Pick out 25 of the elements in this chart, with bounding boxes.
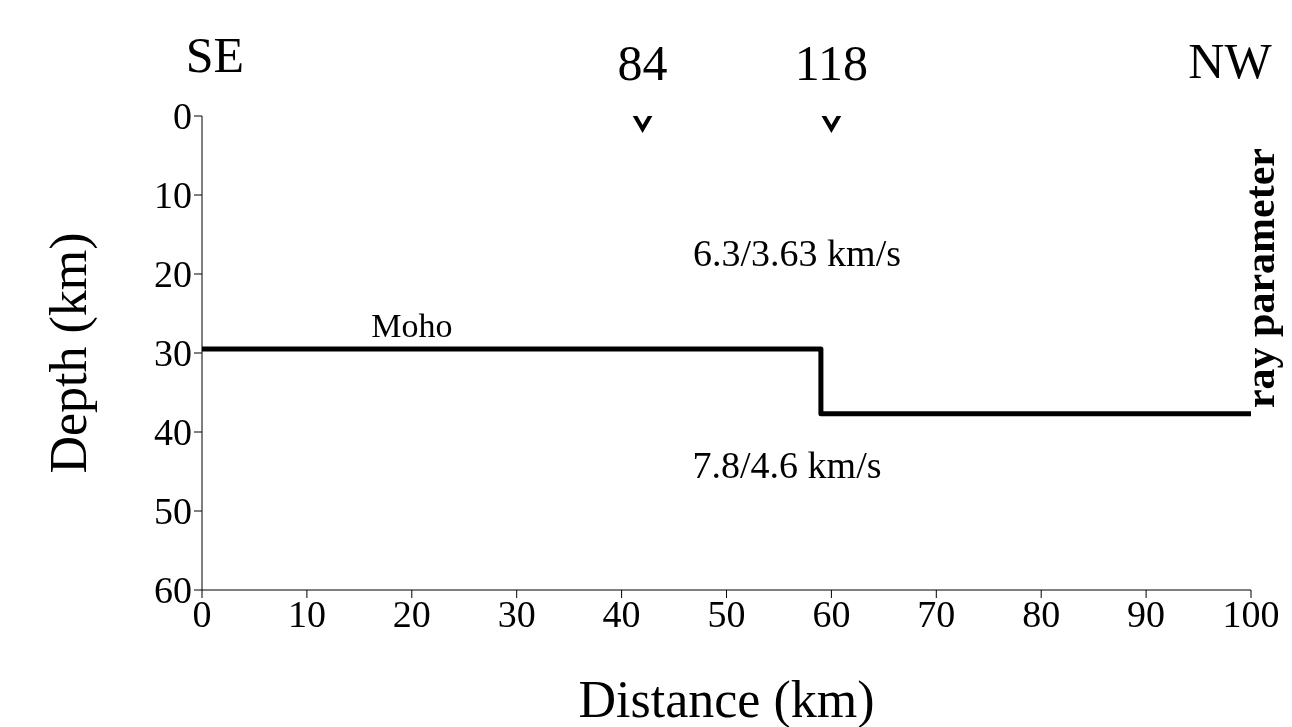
y-tick-label: 20 (154, 253, 192, 296)
text: NW (1188, 33, 1273, 89)
x-tick-label: 90 (1127, 592, 1166, 635)
y-tick-label: 30 (154, 332, 192, 375)
annotation: 7.8/4.6 km/s (692, 444, 882, 486)
x-tick-label: 60 (812, 592, 851, 635)
x-tick-label: 50 (707, 592, 746, 635)
y-tick-label: 50 (154, 490, 192, 533)
x-tick-label: 70 (917, 592, 956, 635)
annotation: ray parameter (1236, 147, 1283, 409)
x-tick-label: 40 (602, 592, 641, 635)
x-tick-label: 30 (497, 592, 536, 635)
x-tick-label: 10 (287, 592, 326, 635)
annotation: 118 (794, 35, 868, 91)
text: SE (185, 27, 245, 83)
annotation: Moho (371, 307, 453, 345)
y-tick-label: 10 (154, 174, 192, 217)
annotation: 6.3/3.63 km/s (693, 232, 901, 274)
x-tick-label: 100 (1222, 592, 1280, 635)
y-axis-title: Depth (km) (40, 232, 99, 474)
annotation: 84 (617, 35, 668, 91)
x-tick-label: 20 (392, 592, 431, 635)
y-tick-label: 40 (154, 411, 192, 454)
y-tick-label: 0 (173, 95, 192, 138)
x-tick-label: 80 (1022, 592, 1061, 635)
